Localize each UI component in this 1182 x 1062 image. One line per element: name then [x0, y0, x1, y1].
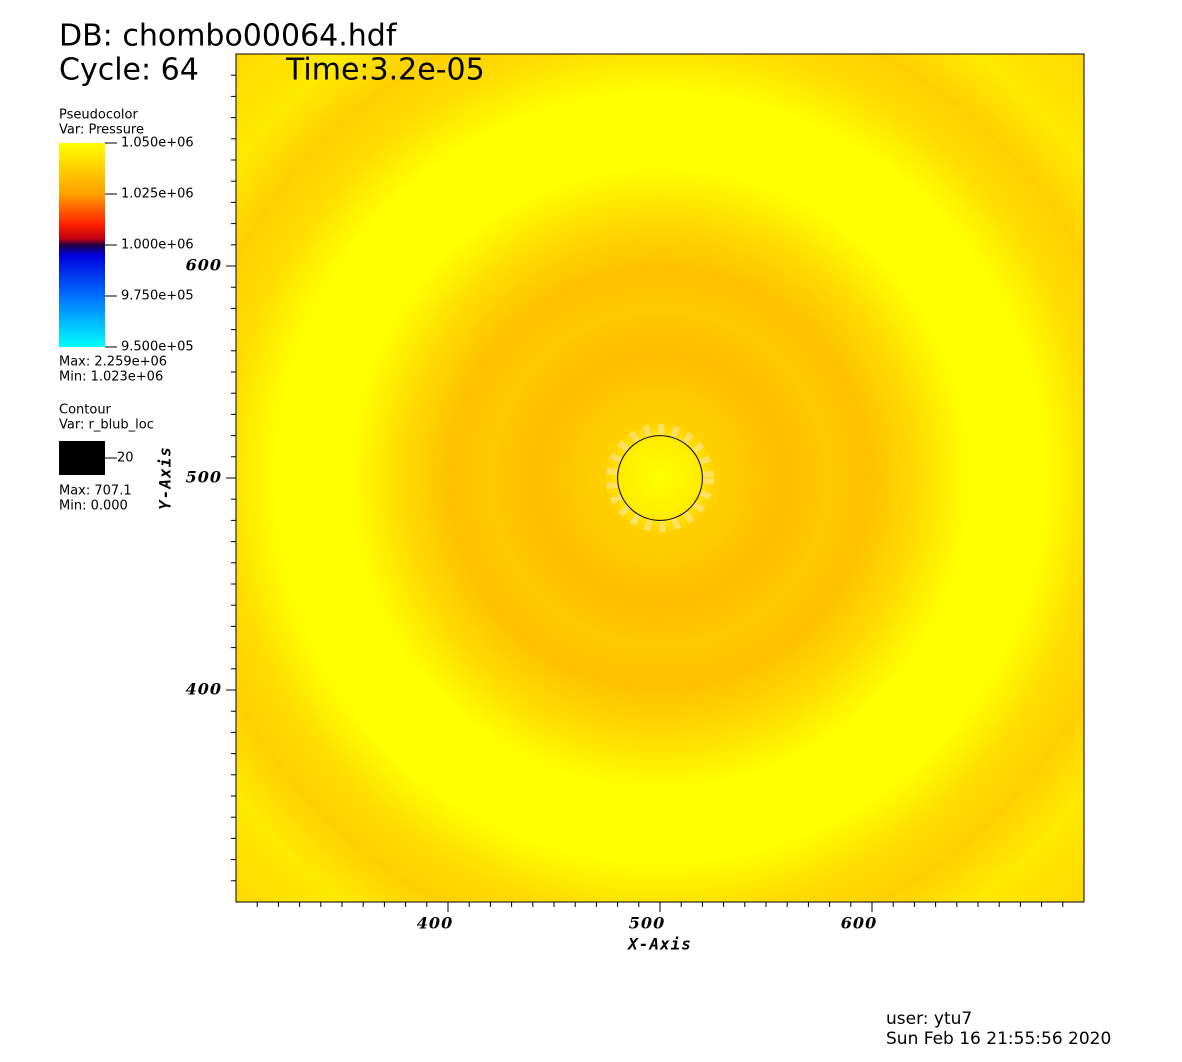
- y-axis-title: Y-Axis: [156, 446, 175, 510]
- legend-max: Max: 2.259e+06: [59, 355, 167, 370]
- colorbar-tick-label: 9.750e+05: [121, 289, 194, 304]
- legend-min: Min: 1.023e+06: [59, 370, 163, 385]
- contour-max: Max: 707.1: [59, 484, 132, 499]
- x-axis-title: X-Axis: [626, 935, 692, 954]
- y-tick-label: 400: [186, 680, 222, 699]
- user: user: ytu7: [886, 1009, 972, 1029]
- contour-level-label: 20: [117, 451, 134, 466]
- time: Time:3.2e-05: [285, 53, 485, 88]
- field-detail: [606, 424, 714, 532]
- contour-plot: Contour: [59, 403, 112, 418]
- colorbar-tick-label: 9.500e+05: [121, 340, 194, 355]
- db-title: DB: chombo00064.hdf: [59, 19, 398, 54]
- date: Sun Feb 16 21:55:56 2020: [886, 1029, 1111, 1049]
- pressure-field: [236, 54, 1084, 902]
- x-tick-label: 400: [417, 914, 453, 933]
- y-tick-label: 600: [186, 256, 222, 275]
- colorbar: [59, 143, 105, 347]
- contour-min: Min: 0.000: [59, 499, 128, 514]
- legend-var: Var: Pressure: [59, 123, 144, 138]
- y-tick-label: 500: [186, 468, 222, 487]
- x-tick-label: 600: [841, 914, 877, 933]
- x-tick-label: 500: [629, 914, 665, 933]
- contour-line: [617, 435, 703, 521]
- cycle: Cycle: 64: [59, 53, 199, 88]
- colorbar-tick-label: 1.050e+06: [121, 136, 194, 151]
- colorbar-tick-label: 1.000e+06: [121, 238, 194, 253]
- colorbar-tick-label: 1.025e+06: [121, 187, 194, 202]
- legend-plot: Pseudocolor: [59, 108, 138, 123]
- contour-var: Var: r_blub_loc: [59, 418, 154, 433]
- contour-swatch: [59, 441, 105, 475]
